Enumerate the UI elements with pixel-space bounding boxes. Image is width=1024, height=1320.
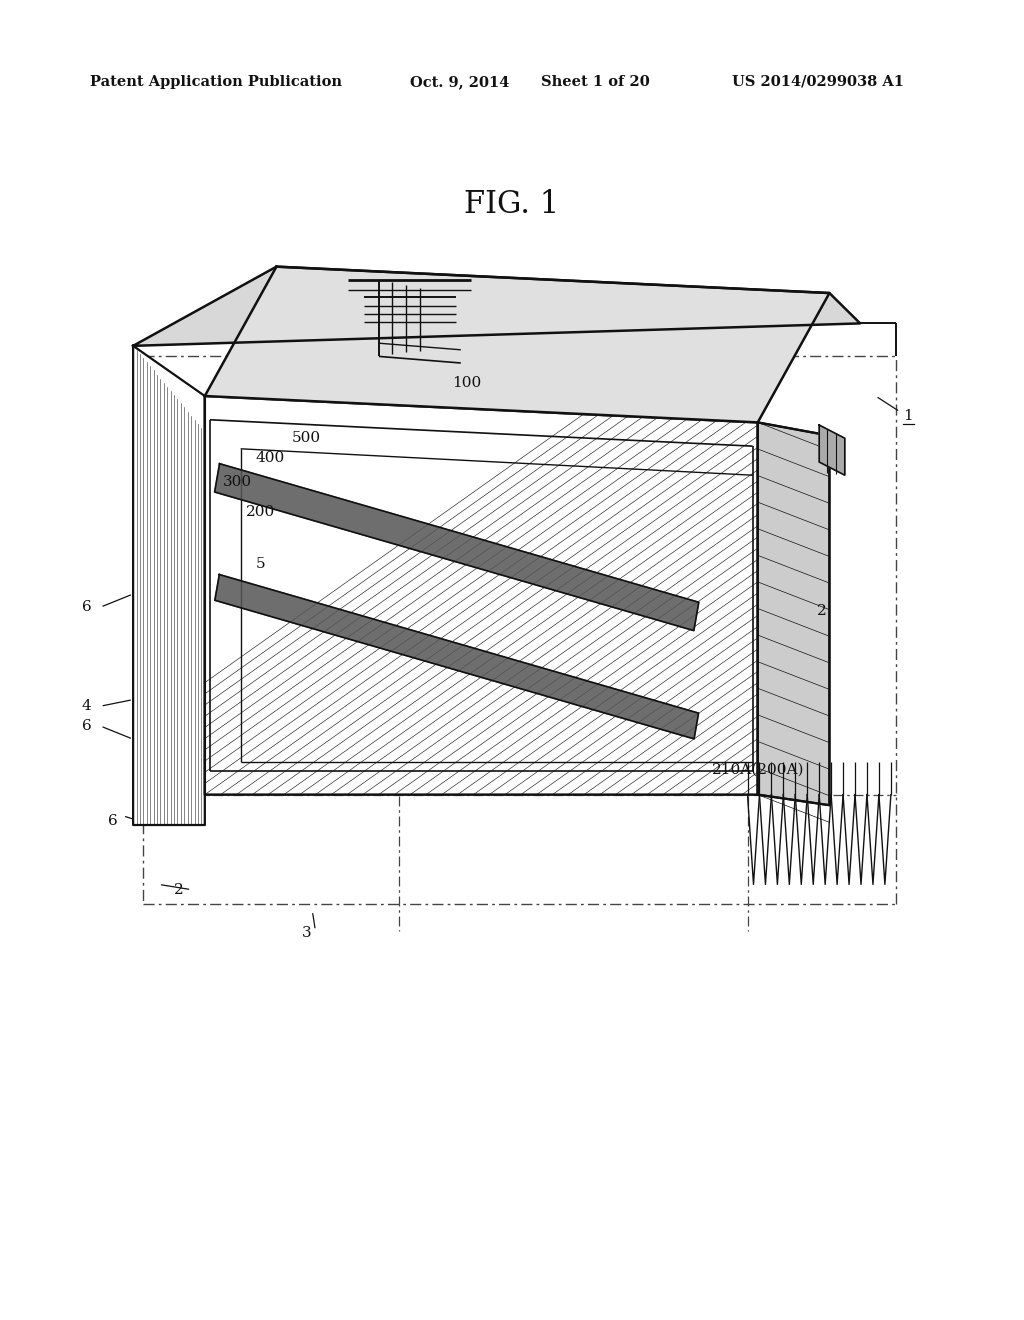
Polygon shape [205,267,829,422]
Text: 1: 1 [903,409,913,422]
Text: 100: 100 [453,376,482,389]
Text: 300: 300 [223,475,252,488]
Text: 4: 4 [82,700,92,713]
Polygon shape [205,396,758,795]
Text: FIG. 1: FIG. 1 [464,189,560,220]
Text: 5: 5 [256,557,265,570]
Text: 6: 6 [82,601,92,614]
Text: 6: 6 [82,719,92,733]
Text: US 2014/0299038 A1: US 2014/0299038 A1 [732,75,904,88]
Polygon shape [133,267,860,346]
Polygon shape [133,346,205,825]
Text: 2: 2 [174,883,184,896]
Text: 2: 2 [817,605,827,618]
Text: 210A(200A): 210A(200A) [712,763,804,776]
Polygon shape [758,422,829,805]
Text: 200: 200 [246,506,275,519]
Polygon shape [215,574,698,739]
Text: 3: 3 [302,927,311,940]
Text: Sheet 1 of 20: Sheet 1 of 20 [541,75,649,88]
Polygon shape [215,463,698,631]
Text: 6: 6 [108,814,118,828]
Text: 400: 400 [256,451,286,465]
Polygon shape [819,425,845,475]
Text: 500: 500 [292,432,321,445]
Text: Oct. 9, 2014: Oct. 9, 2014 [410,75,509,88]
Text: Patent Application Publication: Patent Application Publication [90,75,342,88]
